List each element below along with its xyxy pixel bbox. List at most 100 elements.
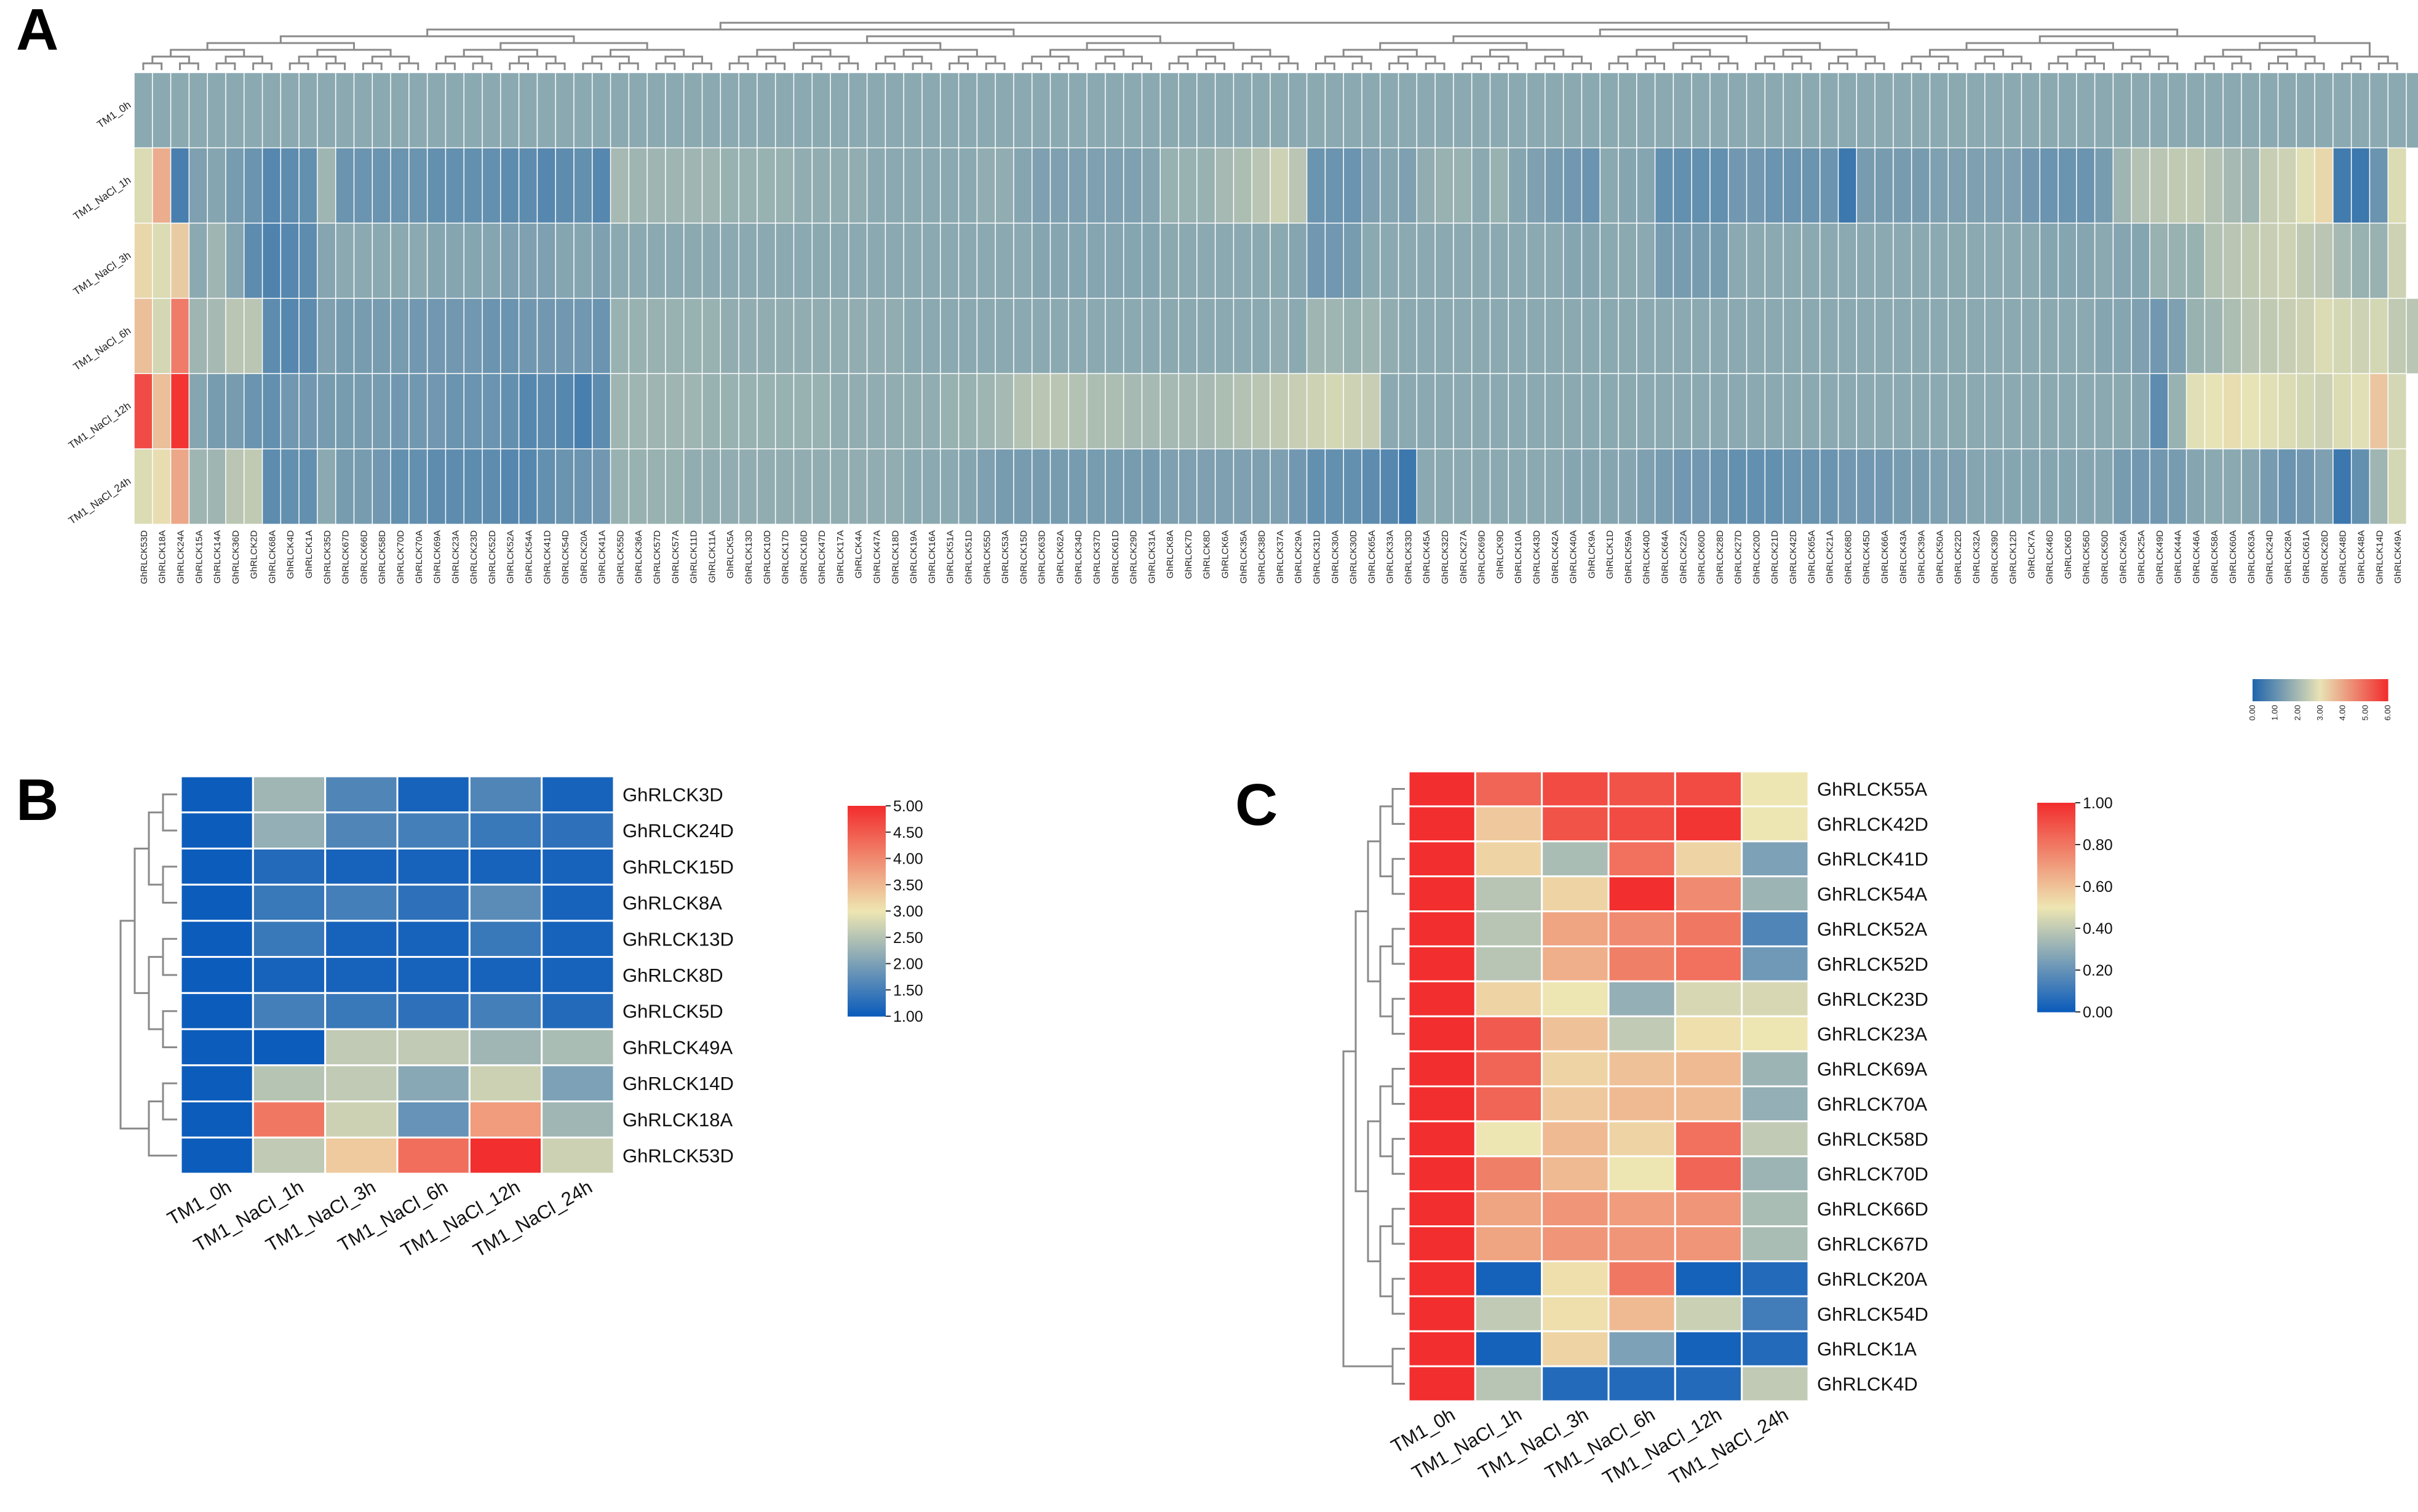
heatmap-a-cell (1214, 72, 1235, 149)
heatmap-a-top-dendrogram-branch (2350, 55, 2389, 63)
heatmap-a-cell (1618, 72, 1637, 149)
heatmap-a-cell (280, 448, 300, 525)
heatmap-a-cell (628, 222, 648, 300)
heatmap-a-colorbar-segment (2315, 679, 2317, 701)
heatmap-a-cell (2314, 222, 2334, 300)
heatmap-a-cell (683, 448, 703, 525)
heatmap-a-cell (628, 147, 648, 224)
heatmap-a-col-label: GhRLCK21A (1825, 530, 1835, 584)
heatmap-b-colorbar-segment (848, 851, 886, 854)
heatmap-a-cell (390, 147, 410, 224)
heatmap-c-colorbar-segment (2037, 929, 2075, 933)
heatmap-c-side-dendrogram-branch (1391, 998, 1405, 1035)
heatmap-c-cell (1407, 1225, 1476, 1262)
heatmap-c-cell (1407, 1085, 1476, 1123)
heatmap-a-cell (940, 298, 960, 375)
heatmap-b-colorbar-segment (848, 858, 886, 861)
heatmap-a-col-label: GhRLCK39D (1990, 530, 2000, 584)
heatmap-b-colorbar-segment (848, 867, 886, 870)
heatmap-a-cell (1691, 147, 1711, 224)
heatmap-a-cell (811, 448, 832, 525)
heatmap-c-cell (1407, 1295, 1476, 1332)
heatmap-b-row-label: GhRLCK18A (622, 1109, 733, 1131)
heatmap-a-cell (811, 298, 832, 375)
heatmap-a-cell (2406, 298, 2418, 375)
heatmap-a-cell (1196, 222, 1216, 300)
heatmap-b-colorbar-segment (848, 995, 886, 998)
heatmap-c-colorbar-segment (2037, 835, 2075, 838)
heatmap-c-row-label: GhRLCK41D (1817, 848, 1928, 870)
heatmap-a-colorbar-segment (2348, 679, 2350, 701)
heatmap-a-cell (720, 448, 740, 525)
heatmap-a-cell (1911, 72, 1931, 149)
heatmap-b-colorbar-tick: 3.50 (893, 877, 923, 894)
heatmap-a-cell (738, 373, 758, 450)
heatmap-a-cell (1856, 72, 1876, 149)
heatmap-a-cell (995, 222, 1014, 300)
heatmap-a-cell (536, 147, 557, 224)
heatmap-a-cell (774, 72, 795, 149)
heatmap-a-cell (482, 72, 501, 149)
heatmap-a-colorbar-segment (2312, 679, 2313, 701)
heatmap-a-cell (1068, 222, 1088, 300)
heatmap-a-col-label: GhRLCK36D (231, 530, 241, 584)
heatmap-a-cell (2149, 448, 2169, 525)
heatmap-c-cell (1607, 1050, 1676, 1088)
heatmap-b-cell (541, 1136, 615, 1175)
heatmap-b-row-label: GhRLCK53D (622, 1145, 734, 1167)
heatmap-a-cell (555, 298, 575, 375)
heatmap-b-colorbar-segment (848, 1000, 886, 1003)
heatmap-a-top-dendrogram-branch (756, 49, 832, 57)
heatmap-a-cell (921, 222, 941, 300)
heatmap-b-cell (541, 920, 615, 958)
heatmap-a-col-label: GhRLCK30D (1348, 530, 1359, 584)
heatmap-a-cell (1270, 448, 1289, 525)
heatmap-b-colorbar-segment (848, 860, 886, 862)
heatmap-c-cell (1541, 805, 1610, 843)
heatmap-c-colorbar-segment (2037, 981, 2075, 983)
heatmap-c-colorbar-segment (2037, 860, 2075, 862)
heatmap-a-col-label: GhRLCK32D (1440, 530, 1450, 584)
heatmap-a-cell (1068, 147, 1088, 224)
heatmap-a-cell (1837, 298, 1858, 375)
heatmap-b-colorbar-segment (848, 893, 886, 896)
heatmap-b-colorbar-segment (848, 997, 886, 1000)
heatmap-a-cell (2058, 448, 2077, 525)
heatmap-a-cell (426, 298, 447, 375)
heatmap-c-cell (1607, 1295, 1676, 1332)
heatmap-a-cell (1654, 72, 1674, 149)
heatmap-a-col-label: GhRLCK49A (2393, 530, 2403, 584)
heatmap-a-colorbar-segment (2373, 679, 2375, 701)
heatmap-a-col-label: GhRLCK9D (1495, 530, 1505, 579)
heatmap-a-colorbar-segment (2363, 679, 2365, 701)
heatmap-c-cell (1741, 770, 1810, 808)
heatmap-a-col-label: GhRLCK47A (872, 530, 883, 584)
heatmap-c-colorbar-segment (2037, 954, 2075, 957)
heatmap-a-cell (1013, 72, 1033, 149)
heatmap-b-cell (180, 811, 254, 850)
heatmap-a-cell (903, 72, 923, 149)
heatmap-a-cell (1728, 147, 1748, 224)
heatmap-a-top-dendrogram-branch (985, 62, 1006, 70)
heatmap-c-colorbar-segment (2037, 850, 2075, 852)
heatmap-b-colorbar-segment (848, 885, 886, 887)
heatmap-a-cell (1453, 373, 1473, 450)
heatmap-a-cell (885, 147, 905, 224)
heatmap-a-cell (1672, 222, 1693, 300)
heatmap-a-row-label: TM1_0h (95, 99, 133, 130)
heatmap-a-cell (1672, 373, 1693, 450)
heatmap-a-cell (2277, 72, 2297, 149)
heatmap-b-colorbar-segment (848, 886, 886, 889)
heatmap-a-cell (170, 448, 190, 525)
heatmap-a-cell (1893, 298, 1912, 375)
heatmap-a-top-dendrogram-branch (1168, 62, 1189, 70)
heatmap-a-cell (1581, 222, 1601, 300)
heatmap-a-cell (536, 222, 557, 300)
heatmap-b-colorbar-segment (848, 925, 886, 928)
heatmap-c-cell (1541, 945, 1610, 982)
heatmap-a-colorbar-segment (2353, 679, 2355, 701)
heatmap-a-cell (317, 373, 336, 450)
heatmap-c-row-label: GhRLCK58D (1817, 1128, 1928, 1150)
heatmap-a-cell (2387, 147, 2408, 224)
heatmap-c-colorbar-segment (2037, 856, 2075, 859)
